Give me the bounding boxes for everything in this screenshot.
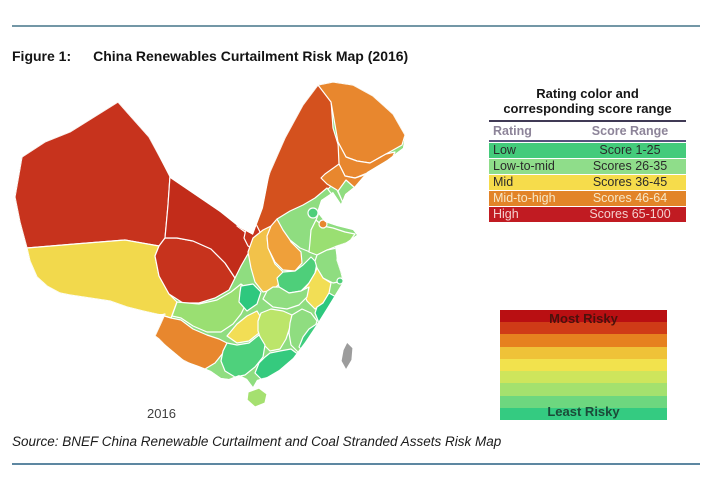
legend-title: Rating color and corresponding score ran… — [489, 86, 686, 122]
province-tianjin — [318, 219, 328, 229]
province-hainan — [246, 387, 268, 408]
figure-caption: Figure 1: China Renewables Curtailment R… — [12, 48, 408, 64]
province-sichuan — [171, 283, 250, 333]
gradient-band — [500, 383, 667, 396]
gradient-band — [500, 334, 667, 347]
gradient-band — [500, 407, 667, 420]
source-text: Source: BNEF China Renewable Curtailment… — [12, 434, 502, 449]
china-map — [15, 80, 490, 425]
gradient-band — [500, 346, 667, 359]
legend-rating-label: Low — [493, 143, 516, 158]
legend-row-mid: Mid Scores 36-45 — [489, 174, 686, 190]
legend-row-low-to-mid: Low-to-mid Scores 26-35 — [489, 158, 686, 174]
legend-title-line2: corresponding score range — [503, 101, 672, 117]
legend-title-line1: Rating color and — [536, 86, 639, 101]
province-jiangxi — [288, 308, 318, 354]
province-hubei — [262, 286, 310, 310]
least-risky-label: Least Risky — [547, 404, 620, 419]
province-shanghai — [336, 277, 344, 285]
province-hunan — [257, 308, 293, 352]
legend-rating-label: Low-to-mid — [493, 159, 555, 174]
china-map-svg — [15, 82, 405, 408]
legend-range-label: Scores 46-64 — [592, 191, 668, 206]
gradient-band — [500, 322, 667, 335]
figure-title: China Renewables Curtailment Risk Map (2… — [93, 48, 409, 64]
province-taiwan — [340, 341, 354, 371]
risk-gradient-bar: Most Risky Least Risky — [500, 310, 667, 420]
year-label: 2016 — [147, 406, 176, 421]
legend-rating-label: Mid-to-high — [493, 191, 556, 206]
province-xinjiang — [15, 101, 171, 249]
province-beijing — [307, 207, 319, 219]
bottom-divider — [12, 463, 700, 465]
legend-range-label: Scores 36-45 — [592, 175, 668, 190]
rating-legend: Rating color and corresponding score ran… — [489, 86, 686, 222]
province-yunnan — [154, 313, 228, 370]
top-divider — [12, 25, 700, 27]
legend-header-row: Rating Score Range — [489, 122, 686, 142]
legend-range-label: Scores 26-35 — [592, 159, 668, 174]
gradient-band — [500, 358, 667, 372]
province-tibet — [26, 239, 178, 319]
legend-row-low: Low Score 1-25 — [489, 142, 686, 158]
legend-col-rating: Rating — [493, 123, 532, 138]
gradient-band — [500, 395, 667, 408]
most-risky-label: Most Risky — [549, 311, 618, 326]
figure-label: Figure 1: — [12, 48, 72, 64]
legend-rating-label: Mid — [493, 175, 514, 190]
legend-range-label: Score 1-25 — [599, 143, 661, 158]
legend-col-score-range: Score Range — [591, 123, 669, 138]
legend-range-label: Scores 65-100 — [589, 207, 671, 222]
gradient-band — [500, 310, 667, 323]
legend-row-mid-to-high: Mid-to-high Scores 46-64 — [489, 190, 686, 206]
province-chongqing — [238, 283, 262, 312]
legend-row-high: High Scores 65-100 — [489, 206, 686, 222]
legend-rating-label: High — [493, 207, 519, 222]
province-guangxi — [220, 334, 266, 378]
gradient-band — [500, 371, 667, 384]
